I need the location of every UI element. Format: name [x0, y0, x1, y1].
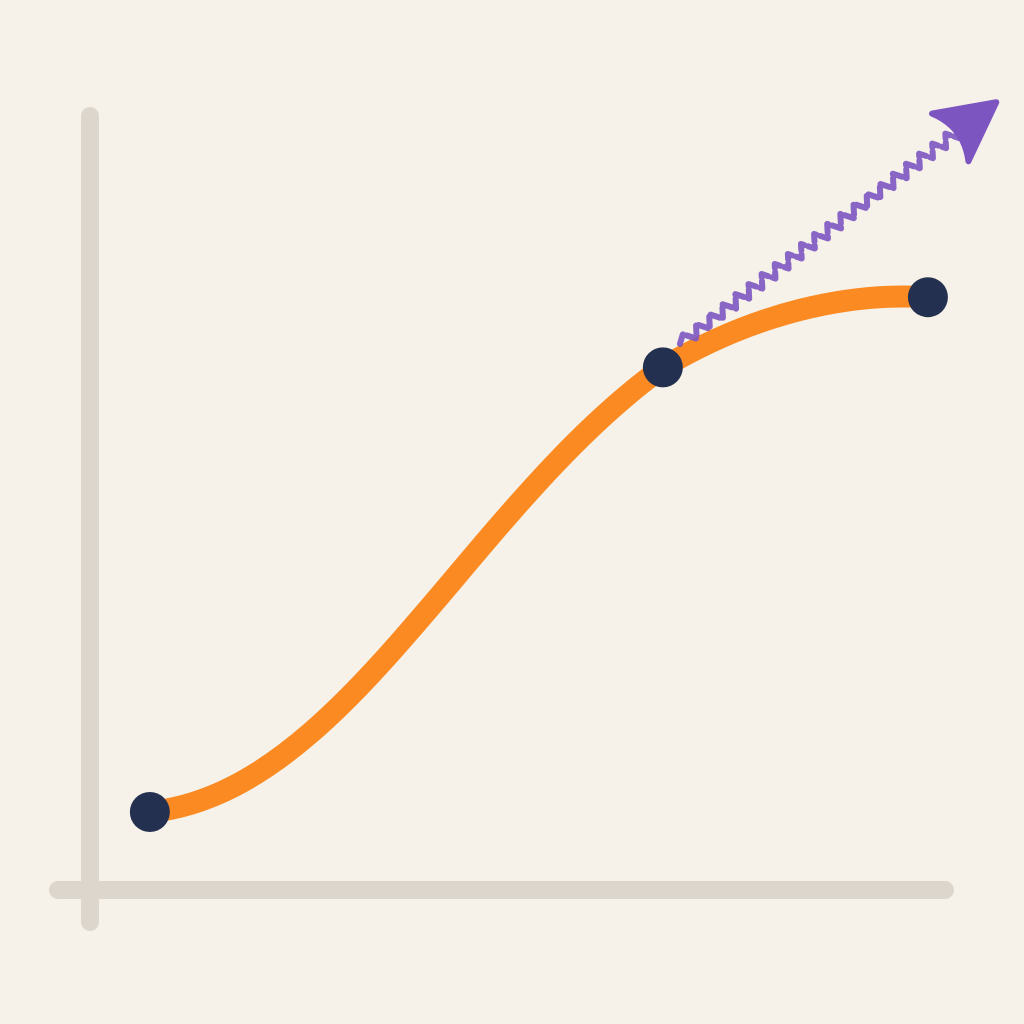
marker-layer — [129, 277, 948, 832]
series-0-point-2 — [907, 277, 948, 318]
series-layer — [138, 285, 939, 823]
series-0-point-1 — [642, 347, 683, 388]
series-0-point-0 — [129, 792, 170, 832]
trend-arrow-head — [929, 99, 1000, 165]
axes — [49, 107, 954, 931]
trend-arrow-shaft — [676, 120, 976, 347]
series-0-line — [138, 285, 939, 823]
trend-layer — [676, 99, 1000, 347]
